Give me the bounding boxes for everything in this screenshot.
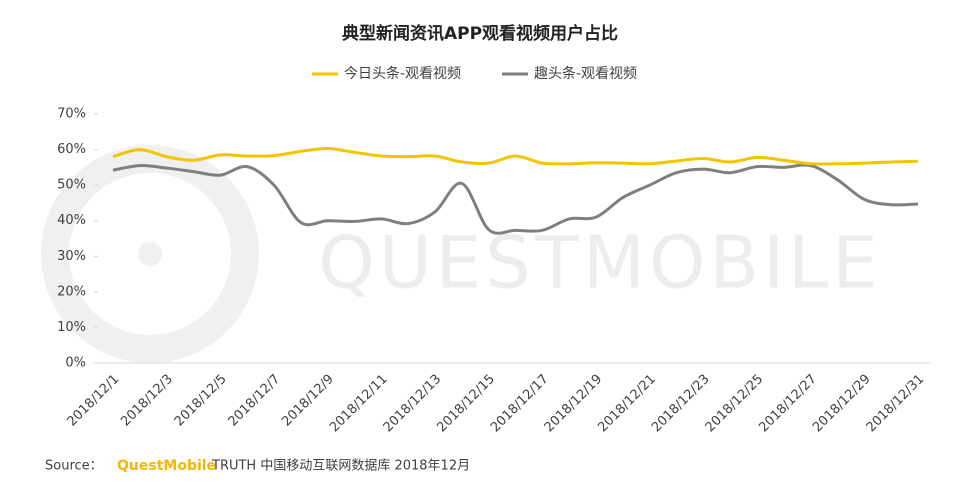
source-brand: QuestMobile (117, 458, 216, 474)
source-text: TRUTH 中国移动互联网数据库 2018年12月 (211, 458, 470, 474)
watermark: QUESTMOBILE (318, 221, 882, 305)
y-tick-label: 70% (57, 107, 86, 122)
x-tick-label: 2018/12/5 (172, 372, 230, 430)
y-tick-label: 40% (57, 213, 86, 228)
chart-title: 典型新闻资讯APP观看视频用户占比 (342, 23, 618, 44)
y-tick-label: 50% (57, 178, 86, 193)
source-label: Source： (45, 459, 103, 474)
y-tick-label: 0% (65, 356, 86, 371)
watermark-logo-dot (138, 242, 162, 266)
y-tick-label: 60% (57, 142, 86, 157)
x-tick-label: 2018/12/9 (279, 372, 337, 430)
watermark-logo (41, 145, 259, 363)
y-tick-label: 20% (57, 284, 86, 299)
y-tick-label: 10% (57, 320, 86, 335)
series-line (112, 163, 919, 235)
x-tick-label: 2018/12/31 (864, 372, 928, 436)
legend: 今日头条-观看视频 趣头条-观看视频 (312, 65, 637, 82)
legend-label: 今日头条-观看视频 (344, 65, 461, 82)
series-line (112, 147, 919, 166)
x-tick-label: 2018/12/7 (226, 372, 284, 430)
x-tick-label: 2018/12/1 (65, 372, 123, 430)
y-tick-label: 30% (57, 249, 86, 264)
x-tick-label: 2018/12/3 (118, 372, 176, 430)
legend-label: 趣头条-观看视频 (534, 65, 637, 82)
